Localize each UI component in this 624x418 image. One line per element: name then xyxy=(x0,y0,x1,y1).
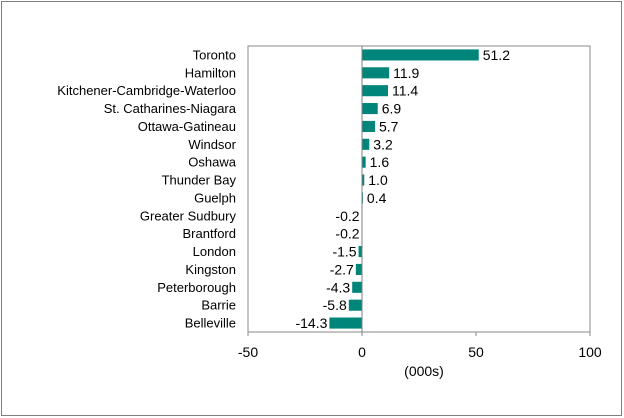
data-label: -0.2 xyxy=(335,208,359,224)
category-label: Ottawa-Gatineau xyxy=(138,119,236,134)
data-label: 51.2 xyxy=(483,47,510,63)
plot-area xyxy=(247,45,591,333)
bar xyxy=(348,299,362,311)
data-label: 5.7 xyxy=(379,118,399,134)
category-label: Kitchener-Cambridge-Waterloo xyxy=(57,83,236,98)
x-tick-label: 50 xyxy=(468,344,484,360)
data-label: -4.3 xyxy=(326,279,350,295)
category-label: Oshawa xyxy=(188,155,236,170)
x-tick-label: -50 xyxy=(238,344,258,360)
bar xyxy=(362,49,479,61)
bar xyxy=(362,67,390,79)
bar xyxy=(362,85,388,97)
bar xyxy=(352,281,362,293)
bar xyxy=(329,317,362,329)
data-label: -5.8 xyxy=(323,297,347,313)
category-label: Guelph xyxy=(194,190,236,205)
bar xyxy=(355,263,362,275)
category-label: Hamilton xyxy=(185,65,236,80)
bar xyxy=(362,120,375,132)
data-label: 3.2 xyxy=(373,136,393,152)
bar xyxy=(362,103,378,115)
data-label: 11.4 xyxy=(392,83,418,99)
data-label: 11.9 xyxy=(393,65,419,81)
category-label: Kingston xyxy=(185,262,236,277)
x-tick-label: 0 xyxy=(358,344,366,360)
category-label: St. Catharines-Niagara xyxy=(104,101,237,116)
bar xyxy=(362,138,370,150)
bar xyxy=(362,156,366,168)
category-label: Greater Sudbury xyxy=(140,208,237,223)
category-label: Barrie xyxy=(201,298,236,313)
data-label: 1.0 xyxy=(368,172,388,188)
data-label: 1.6 xyxy=(370,154,390,170)
category-label: Toronto xyxy=(193,47,236,62)
data-label: -1.5 xyxy=(332,244,356,260)
x-axis-label: (000s) xyxy=(404,363,444,379)
category-label: Belleville xyxy=(185,316,236,331)
data-label: -14.3 xyxy=(295,315,327,331)
data-label: 0.4 xyxy=(367,190,387,206)
category-label: London xyxy=(193,244,236,259)
bar xyxy=(358,246,362,258)
category-label: Windsor xyxy=(188,137,236,152)
category-label: Thunder Bay xyxy=(162,173,237,188)
category-label: Brantford xyxy=(183,226,236,241)
category-label: Peterborough xyxy=(157,280,236,295)
data-label: -2.7 xyxy=(330,261,354,277)
data-label: 6.9 xyxy=(382,101,402,117)
x-tick-label: 100 xyxy=(578,344,602,360)
bar xyxy=(362,174,365,186)
data-label: -0.2 xyxy=(335,226,359,242)
